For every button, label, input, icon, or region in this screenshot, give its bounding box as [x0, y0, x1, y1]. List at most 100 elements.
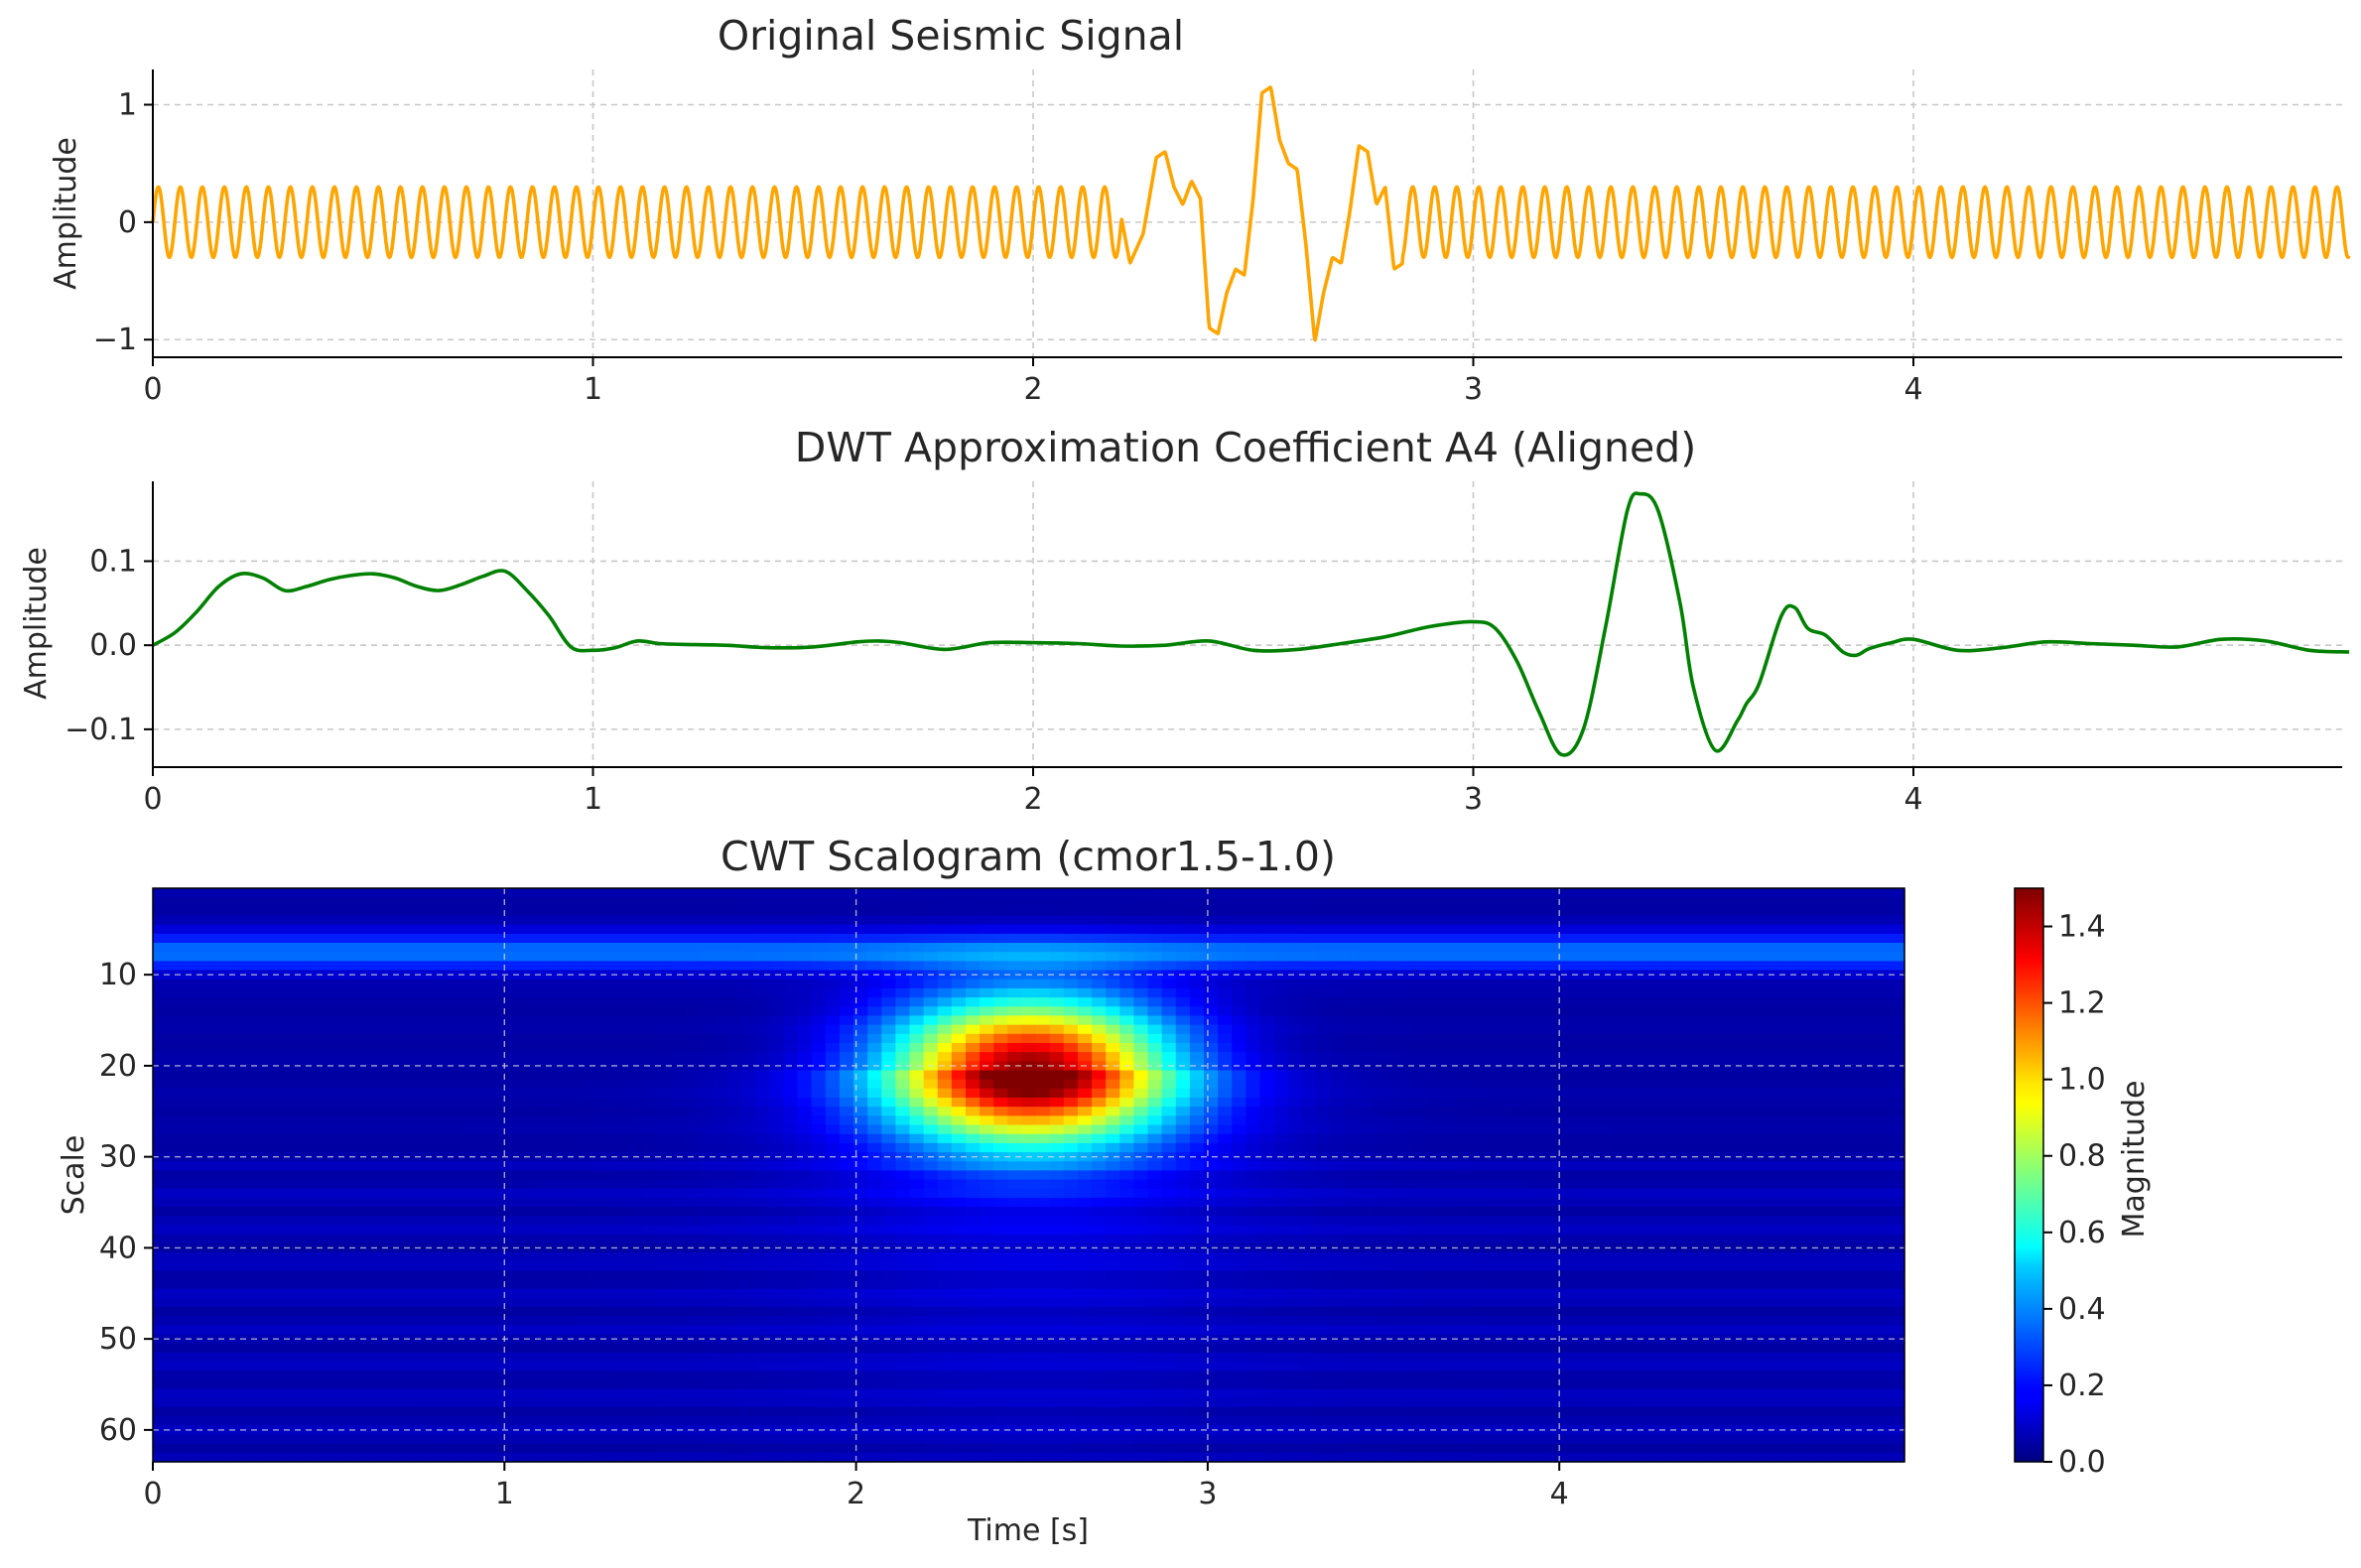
heatmap-cell	[881, 1161, 896, 1172]
heatmap-cell	[1484, 1079, 1500, 1090]
heatmap-cell	[811, 915, 827, 926]
heatmap-cell	[867, 1098, 882, 1108]
heatmap-cell	[1890, 1234, 1905, 1244]
heatmap-cell	[1470, 1098, 1485, 1108]
heatmap-cell	[909, 1052, 925, 1062]
heatmap-cell	[1119, 924, 1134, 935]
heatmap-cell	[657, 924, 673, 935]
heatmap-cell	[1330, 1197, 1345, 1208]
heatmap-cell	[1525, 1170, 1541, 1181]
heatmap-cell	[517, 1079, 532, 1090]
heatmap-cell	[741, 1207, 756, 1217]
heatmap-cell	[348, 906, 364, 917]
heatmap-cell	[1848, 987, 1864, 998]
heatmap-cell	[293, 1225, 308, 1236]
heatmap-cell	[1218, 1024, 1233, 1035]
heatmap-cell	[713, 1070, 728, 1081]
heatmap-cell	[433, 1079, 449, 1090]
heatmap-cell	[909, 1079, 925, 1090]
heatmap-cell	[362, 1216, 378, 1227]
heatmap-cell	[488, 1179, 504, 1190]
heatmap-cell	[1218, 1088, 1233, 1099]
heatmap-cell	[208, 888, 224, 898]
heatmap-cell	[1624, 1216, 1640, 1227]
heatmap-cell	[153, 1197, 168, 1208]
heatmap-cell	[1694, 1033, 1709, 1044]
heatmap-cell	[1722, 906, 1738, 917]
heatmap-cell	[783, 1006, 799, 1017]
heatmap-cell	[1708, 1234, 1724, 1244]
heatmap-cell	[1638, 1033, 1653, 1044]
heatmap-cell	[1848, 1225, 1864, 1236]
heatmap-cell	[1189, 1006, 1205, 1017]
heatmap-cell	[460, 1042, 476, 1053]
heatmap-cell	[195, 1107, 210, 1116]
heatmap-cell	[895, 1033, 911, 1044]
seismic-signal-ytick-label: −1	[93, 323, 137, 357]
heatmap-cell	[1834, 1152, 1850, 1162]
heatmap-cell	[614, 1207, 630, 1217]
heatmap-cell	[1862, 1070, 1878, 1081]
heatmap-cell	[1777, 1115, 1793, 1126]
heatmap-cell	[643, 1061, 658, 1072]
heatmap-cell	[629, 906, 644, 917]
heatmap-cell	[1525, 1124, 1541, 1135]
heatmap-cell	[853, 1070, 868, 1081]
heatmap-cell	[474, 1115, 490, 1126]
heatmap-cell	[167, 997, 182, 1007]
heatmap-cell	[1610, 1115, 1626, 1126]
heatmap-cell	[980, 933, 994, 944]
heatmap-cell	[433, 1142, 449, 1153]
heatmap-cell	[1582, 952, 1597, 962]
heatmap-cell	[195, 1052, 210, 1062]
heatmap-cell	[348, 1098, 364, 1108]
heatmap-cell	[699, 1225, 715, 1236]
heatmap-cell	[1372, 1225, 1387, 1236]
heatmap-cell	[1372, 952, 1387, 962]
heatmap-cell	[1820, 1088, 1835, 1099]
heatmap-cell	[755, 952, 770, 962]
heatmap-cell	[391, 1225, 406, 1236]
heatmap-cell	[1259, 924, 1275, 935]
heatmap-cell	[1777, 979, 1793, 989]
heatmap-cell	[488, 897, 504, 907]
heatmap-cell	[236, 1015, 252, 1026]
heatmap-cell	[1582, 1024, 1597, 1035]
heatmap-cell	[1610, 943, 1626, 953]
heatmap-cell	[1358, 1207, 1374, 1217]
heatmap-cell	[1021, 961, 1037, 972]
heatmap-cell	[222, 924, 238, 935]
heatmap-cell	[1596, 1170, 1612, 1181]
heatmap-cell	[1175, 1188, 1191, 1199]
heatmap-cell	[1399, 1152, 1415, 1162]
heatmap-cell	[405, 979, 420, 989]
heatmap-cell	[1456, 1033, 1471, 1044]
heatmap-cell	[1511, 1197, 1527, 1208]
heatmap-cell	[1539, 1088, 1555, 1099]
heatmap-cell	[1092, 1161, 1107, 1172]
heatmap-cell	[1119, 1188, 1134, 1199]
heatmap-cell	[1876, 952, 1892, 962]
heatmap-cell	[419, 1197, 434, 1208]
heatmap-cell	[1596, 915, 1612, 926]
heatmap-cell	[1372, 1079, 1387, 1090]
heatmap-cell	[531, 1124, 546, 1135]
heatmap-cell	[1218, 1161, 1233, 1172]
heatmap-cell	[474, 1207, 490, 1217]
heatmap-cell	[1077, 1024, 1093, 1035]
heatmap-cell	[1890, 1152, 1905, 1162]
heatmap-cell	[153, 979, 168, 989]
heatmap-cell	[1189, 1015, 1205, 1026]
heatmap-cell	[1750, 906, 1766, 917]
heatmap-cell	[1427, 1142, 1443, 1153]
heatmap-cell	[1876, 1098, 1892, 1108]
heatmap-cell	[1119, 1033, 1134, 1044]
heatmap-cell	[980, 1161, 994, 1172]
heatmap-cell	[1694, 997, 1709, 1007]
heatmap-cell	[713, 1015, 728, 1026]
heatmap-cell	[460, 1024, 476, 1035]
heatmap-cell	[923, 1070, 939, 1081]
heatmap-cell	[1525, 888, 1541, 898]
heatmap-cell	[1651, 1088, 1667, 1099]
heatmap-cell	[1820, 1042, 1835, 1053]
